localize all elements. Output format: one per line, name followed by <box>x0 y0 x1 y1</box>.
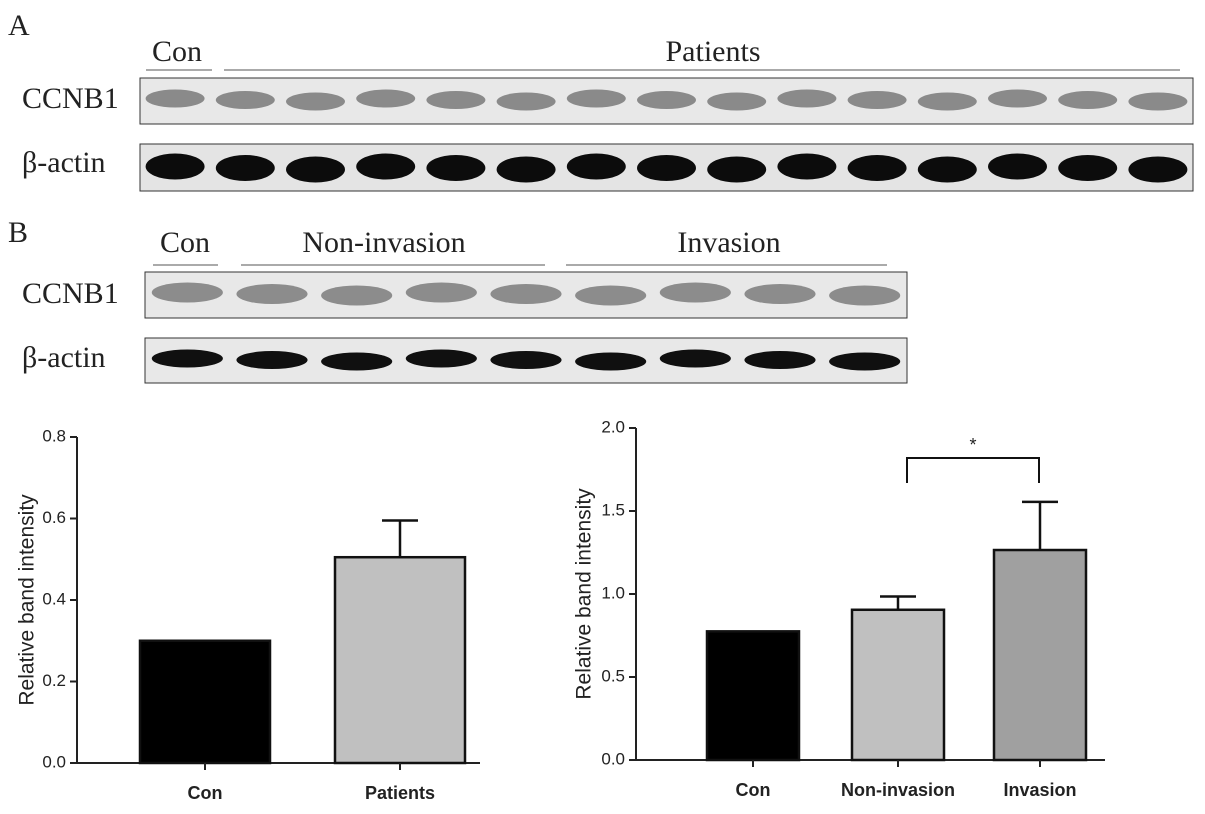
significance-mark: * <box>969 435 976 455</box>
blot-band <box>145 89 205 108</box>
y-axis-label: Relative band intensity <box>573 488 596 700</box>
x-tick-label: Con <box>188 783 223 803</box>
group-label: Con <box>152 35 202 68</box>
x-tick-label: Patients <box>365 783 435 803</box>
y-tick-label: 0.0 <box>601 749 625 768</box>
blot-band <box>575 285 647 306</box>
blot-band <box>777 89 837 108</box>
row-label: CCNB1 <box>22 277 119 310</box>
panel-label: A <box>8 9 30 42</box>
group-label: Patients <box>666 35 761 68</box>
blot-band <box>575 352 647 371</box>
row-label: CCNB1 <box>22 82 119 115</box>
x-tick-label: Con <box>736 780 771 800</box>
blot-band <box>707 92 767 111</box>
blot-band <box>744 284 816 304</box>
blot-band <box>321 285 393 306</box>
y-tick-label: 0.2 <box>42 671 66 690</box>
blot-band <box>321 352 393 371</box>
blot-band <box>1128 92 1188 111</box>
blot-band <box>917 92 977 111</box>
x-tick-label: Non-invasion <box>841 780 955 800</box>
blot-band <box>405 282 477 303</box>
blot-band <box>496 92 556 111</box>
blot-band <box>744 351 816 369</box>
blot-band <box>1058 91 1118 109</box>
blot-band <box>151 282 223 303</box>
group-label: Con <box>160 226 210 259</box>
blot-band <box>988 153 1047 180</box>
blot-band <box>659 349 731 368</box>
y-tick-label: 0.0 <box>42 752 66 771</box>
blot-band <box>847 155 907 181</box>
blot-panels: A Con Patients CCNB1 β-actin B Con Non-i… <box>8 9 1194 384</box>
blot-band <box>490 284 562 304</box>
row-label: β-actin <box>22 341 106 374</box>
blot-band <box>829 352 901 371</box>
blot-band <box>145 153 205 180</box>
blot-band <box>1058 155 1118 181</box>
panel-label: B <box>8 216 28 249</box>
blot-band <box>426 91 486 109</box>
blot-band <box>496 156 556 183</box>
significance-bracket <box>906 457 1040 483</box>
group-label: Non-invasion <box>302 226 465 259</box>
row-label: β-actin <box>22 146 106 179</box>
blot-band <box>847 91 907 109</box>
blot-band <box>707 156 767 183</box>
bar <box>333 555 467 765</box>
blot-band <box>637 91 696 109</box>
blot-band <box>215 91 275 109</box>
blot-band <box>566 89 626 108</box>
y-tick-label: 0.4 <box>42 589 66 608</box>
blot-band <box>286 156 345 183</box>
group-label: Invasion <box>677 226 780 259</box>
y-tick-label: 0.5 <box>601 666 625 685</box>
bar <box>850 608 946 762</box>
blot-band <box>405 349 477 368</box>
y-axis-label: Relative band intensity <box>16 494 39 706</box>
blot-band <box>917 156 977 183</box>
blot-band <box>988 89 1047 108</box>
blot-band <box>829 285 901 306</box>
bar <box>138 639 272 765</box>
blot-band <box>566 153 626 180</box>
blot-band <box>490 351 562 369</box>
blot-band <box>637 155 696 181</box>
y-tick-label: 1.5 <box>601 500 625 519</box>
blot-band <box>356 89 416 108</box>
blot-band <box>356 153 416 180</box>
blot-band <box>236 351 308 369</box>
blot-band <box>426 155 486 181</box>
y-tick-label: 0.8 <box>42 426 66 445</box>
bar <box>992 548 1088 762</box>
bar <box>705 630 801 762</box>
y-tick-label: 2.0 <box>601 417 625 436</box>
blot-band <box>1128 156 1188 183</box>
blot-band <box>659 282 731 303</box>
blot-band <box>777 153 837 180</box>
x-tick-label: Invasion <box>1003 780 1076 800</box>
y-tick-label: 0.6 <box>42 508 66 527</box>
blot-band <box>215 155 275 181</box>
blot-band <box>236 284 308 304</box>
blot-band <box>286 92 345 111</box>
blot-band <box>151 349 223 368</box>
y-tick-label: 1.0 <box>601 583 625 602</box>
